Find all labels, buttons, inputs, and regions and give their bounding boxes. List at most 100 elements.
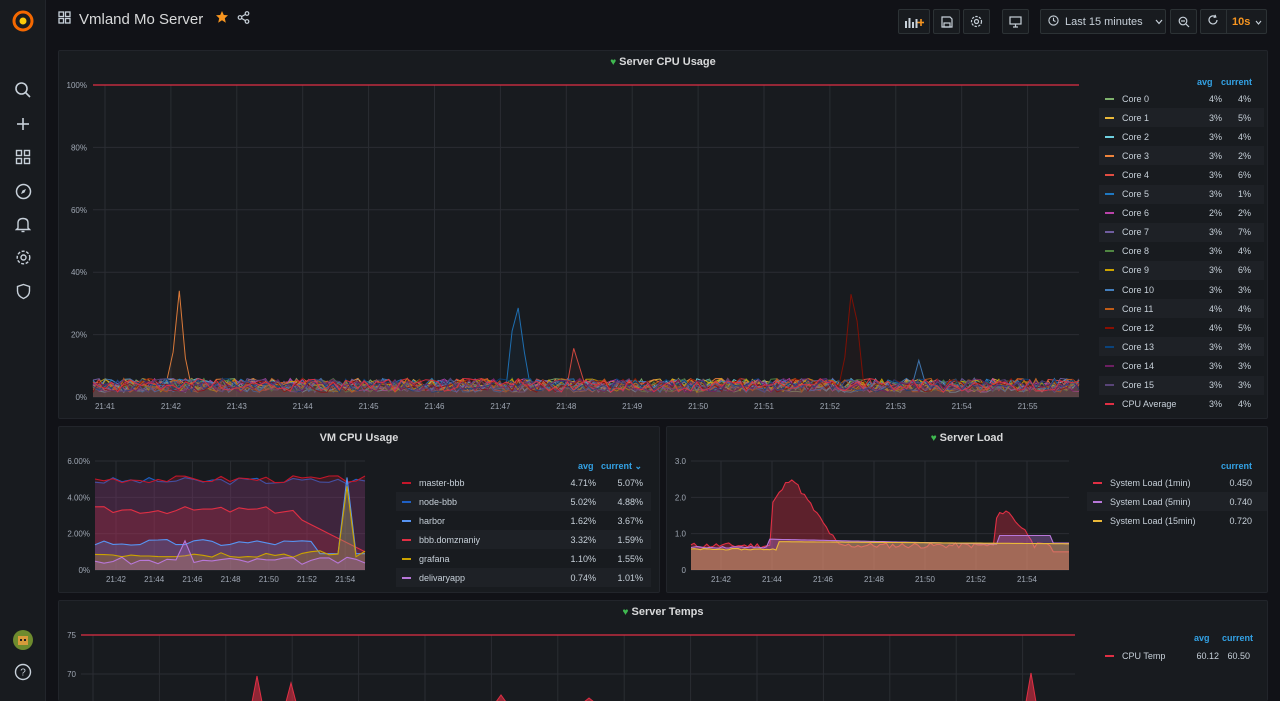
legend-item[interactable]: Core 3 3% 2% xyxy=(1099,146,1264,166)
refresh-picker[interactable]: 10s xyxy=(1200,9,1267,34)
legend-swatch xyxy=(1105,654,1114,657)
y-axis-tick-label: 20% xyxy=(71,331,87,340)
y-axis-tick-label: 3.0 xyxy=(675,457,687,466)
y-axis-tick-label: 80% xyxy=(71,143,87,152)
grafana-logo[interactable] xyxy=(11,9,35,33)
alerting-bell-icon[interactable] xyxy=(11,212,35,236)
legend-item[interactable]: Core 1 3% 5% xyxy=(1099,108,1264,128)
dashboards-icon[interactable] xyxy=(11,145,35,169)
legend-current-value: 1.01% xyxy=(617,572,643,583)
legend-current-value: 4.88% xyxy=(617,496,643,507)
series-area xyxy=(95,475,365,570)
star-icon[interactable] xyxy=(215,10,229,29)
legend-series-name: System Load (5min) xyxy=(1110,496,1191,507)
series-line xyxy=(94,486,366,558)
save-dashboard-button[interactable] xyxy=(933,9,960,34)
legend-header-avg[interactable]: avg xyxy=(1197,77,1213,87)
server-temps-graph[interactable]: 75 70 xyxy=(59,601,1099,701)
legend-avg-value: 1.10% xyxy=(570,553,596,564)
legend-item[interactable]: Core 9 3% 6% xyxy=(1099,260,1264,280)
user-avatar[interactable] xyxy=(11,628,35,652)
legend-item[interactable]: bbb.domznaniy 3.32% 1.59% xyxy=(396,530,651,549)
legend-item[interactable]: System Load (5min) 0.740 xyxy=(1087,492,1267,511)
add-panel-button[interactable] xyxy=(898,9,930,34)
legend-item[interactable]: CPU Temp 60.12 60.50 xyxy=(1099,646,1264,665)
legend-series-name: CPU Temp xyxy=(1122,650,1166,661)
legend-current-value: 2% xyxy=(1237,208,1251,219)
legend-item[interactable]: master-bbb 4.71% 5.07% xyxy=(396,473,651,492)
tv-mode-button[interactable] xyxy=(1002,9,1029,34)
legend-item[interactable]: Core 11 4% 4% xyxy=(1099,299,1264,319)
legend-item[interactable]: Core 15 3% 3% xyxy=(1099,375,1264,395)
legend-swatch xyxy=(1093,500,1102,503)
refresh-icon[interactable] xyxy=(1207,14,1219,29)
explore-compass-icon[interactable] xyxy=(11,179,35,203)
legend-item[interactable]: delivaryapp 0.74% 1.01% xyxy=(396,568,651,587)
series-area xyxy=(95,540,365,570)
panel-title-cpu[interactable]: ♥ Server CPU Usage xyxy=(610,56,716,68)
legend-item[interactable]: System Load (1min) 0.450 xyxy=(1087,473,1267,492)
legend-series-name: Core 10 xyxy=(1122,284,1155,295)
time-range-picker[interactable]: Last 15 minutes xyxy=(1040,9,1166,34)
legend-current-value: 60.50 xyxy=(1227,650,1250,661)
heart-icon: ♥ xyxy=(610,57,617,68)
temp-spike xyxy=(496,694,506,701)
legend-item[interactable]: Core 12 4% 5% xyxy=(1099,318,1264,337)
x-axis-tick-label: 21:50 xyxy=(259,575,280,584)
series-line xyxy=(690,534,1069,549)
legend-item[interactable]: Core 0 4% 4% xyxy=(1099,89,1264,108)
legend-header-current[interactable]: current xyxy=(1222,633,1254,643)
legend-item[interactable]: System Load (15min) 0.720 xyxy=(1087,511,1267,530)
legend-header-current[interactable]: current xyxy=(1221,461,1253,471)
temp-spike xyxy=(584,697,594,701)
temp-spike xyxy=(285,681,297,701)
legend-header-avg[interactable]: avg xyxy=(1194,633,1210,643)
legend-item[interactable]: Core 4 3% 6% xyxy=(1099,165,1264,184)
legend-item[interactable]: Core 5 3% 1% xyxy=(1099,184,1264,204)
chevron-down-icon xyxy=(1255,16,1262,28)
legend-swatch xyxy=(1093,481,1102,484)
cpu-usage-graph[interactable]: 0% 20% 40% 60% 80% 100% 21:41 21:42 21:43 21:44 21… xyxy=(59,51,1099,419)
plus-icon[interactable] xyxy=(11,112,35,136)
legend-avg-value: 3% xyxy=(1208,341,1222,352)
panel-title-load[interactable]: ♥ Server Load xyxy=(930,432,1004,444)
legend-item[interactable]: Core 14 3% 3% xyxy=(1099,356,1264,375)
legend-item[interactable]: Core 13 3% 3% xyxy=(1099,337,1264,357)
legend-avg-value: 60.12 xyxy=(1196,650,1219,661)
legend-swatch xyxy=(1105,364,1114,367)
legend-item[interactable]: Core 8 3% 4% xyxy=(1099,242,1264,261)
y-axis-tick-label: 6.00% xyxy=(67,457,90,466)
zoom-out-button[interactable] xyxy=(1170,9,1197,34)
legend-series-name: Core 6 xyxy=(1122,208,1150,219)
legend-item[interactable]: harbor 1.62% 3.67% xyxy=(396,511,651,530)
dashboard-title[interactable]: Vmland Mo Server xyxy=(79,11,204,28)
x-axis-tick-label: 21:45 xyxy=(359,402,380,411)
shield-icon[interactable] xyxy=(11,279,35,303)
panel-title-temps[interactable]: ♥ Server Temps xyxy=(622,606,704,618)
series-line xyxy=(94,475,366,484)
share-icon[interactable] xyxy=(237,10,250,29)
server-load-graph[interactable]: 0 1.0 2.0 3.0 21:42 21:44 21:46 21:48 21:50 21:52… xyxy=(667,427,1082,593)
legend-header-current[interactable]: current xyxy=(1221,77,1253,87)
series-area xyxy=(95,506,365,570)
legend-header-avg[interactable]: avg xyxy=(578,461,594,471)
help-icon[interactable]: ? xyxy=(11,660,35,684)
legend-series-name: Core 7 xyxy=(1122,227,1150,238)
dashboard-settings-button[interactable] xyxy=(963,9,990,34)
legend-item[interactable]: node-bbb 5.02% 4.88% xyxy=(396,492,651,511)
legend-item[interactable]: Core 7 3% 7% xyxy=(1099,222,1264,242)
legend-item[interactable]: CPU Average 3% 4% xyxy=(1099,395,1264,414)
legend-avg-value: 2% xyxy=(1208,208,1222,219)
vm-cpu-graph[interactable]: 0% 2.00% 4.00% 6.00% 21:42 21:44 21:46 21:48 21:… xyxy=(59,427,394,593)
x-axis-tick-label: 21:52 xyxy=(820,402,841,411)
legend-avg-value: 5.02% xyxy=(570,496,596,507)
search-icon[interactable] xyxy=(11,78,35,102)
legend-item[interactable]: Core 2 3% 4% xyxy=(1099,127,1264,146)
configuration-gear-icon[interactable] xyxy=(11,245,35,269)
legend-item[interactable]: Core 6 2% 2% xyxy=(1099,204,1264,223)
legend-header-current[interactable]: current ⌄ xyxy=(601,461,643,471)
panel-title-vm[interactable]: VM CPU Usage xyxy=(319,432,399,444)
legend-current-value: 0.720 xyxy=(1229,515,1252,526)
legend-item[interactable]: Core 10 3% 3% xyxy=(1099,280,1264,299)
legend-item[interactable]: grafana 1.10% 1.55% xyxy=(396,549,651,568)
